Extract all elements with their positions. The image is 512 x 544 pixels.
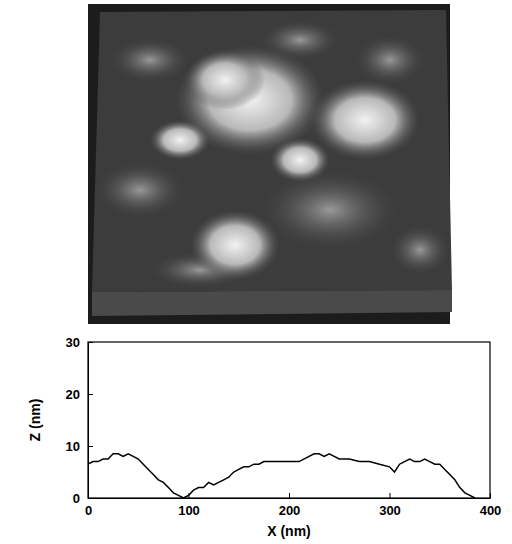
x-axis-line: [89, 498, 491, 499]
figure: 0 100 200 300 400 0 10 20 30 X (nm) Z (nm): [0, 0, 512, 544]
y-tick: 10: [66, 439, 93, 454]
surface-grain: [110, 38, 190, 82]
x-tick-mark: [490, 493, 491, 498]
y-axis: 0 10 20 30: [66, 335, 93, 506]
y-tick-label: 30: [66, 335, 80, 350]
y-tick-label: 20: [66, 387, 80, 402]
profile-line: [88, 454, 475, 498]
y-tick: 0: [73, 491, 93, 506]
plot: 0 100 200 300 400 0 10 20 30: [66, 335, 502, 519]
x-tick: 200: [279, 493, 301, 518]
marks: [88, 454, 475, 498]
surface-cluster: [270, 138, 330, 182]
surface-grain: [260, 170, 400, 250]
x-tick-label: 0: [85, 503, 92, 518]
surface-grain: [390, 225, 450, 275]
x-axis: 0 100 200 300 400: [85, 493, 501, 518]
y-tick-label: 10: [66, 439, 80, 454]
x-tick-mark: [390, 493, 391, 498]
x-tick: 400: [480, 493, 502, 518]
surface-cluster: [310, 80, 420, 160]
surface: [92, 10, 452, 292]
plot-frame: [88, 342, 490, 498]
surface-cluster: [185, 50, 265, 110]
surface-cluster: [150, 120, 210, 160]
x-tick: 300: [379, 493, 401, 518]
surface-grain: [95, 162, 185, 218]
x-tick-mark: [289, 493, 290, 498]
afm-image: [88, 4, 452, 324]
x-tick-label: 300: [379, 503, 401, 518]
y-tick-mark: [88, 342, 93, 343]
y-axis-line: [88, 343, 89, 499]
y-axis-title: Z (nm): [27, 399, 43, 442]
y-tick-mark: [88, 394, 93, 395]
x-tick-label: 400: [480, 503, 502, 518]
y-tick-mark: [88, 498, 93, 499]
surface-base: [92, 290, 452, 316]
y-tick: 20: [66, 387, 93, 402]
surface-grain: [355, 35, 425, 85]
x-tick-label: 200: [279, 503, 301, 518]
y-tick-mark: [88, 446, 93, 447]
x-tick-label: 100: [178, 503, 200, 518]
x-axis-title: X (nm): [267, 523, 311, 539]
y-tick-label: 0: [73, 491, 80, 506]
y-tick: 30: [66, 335, 93, 350]
surface-cluster: [190, 210, 280, 280]
